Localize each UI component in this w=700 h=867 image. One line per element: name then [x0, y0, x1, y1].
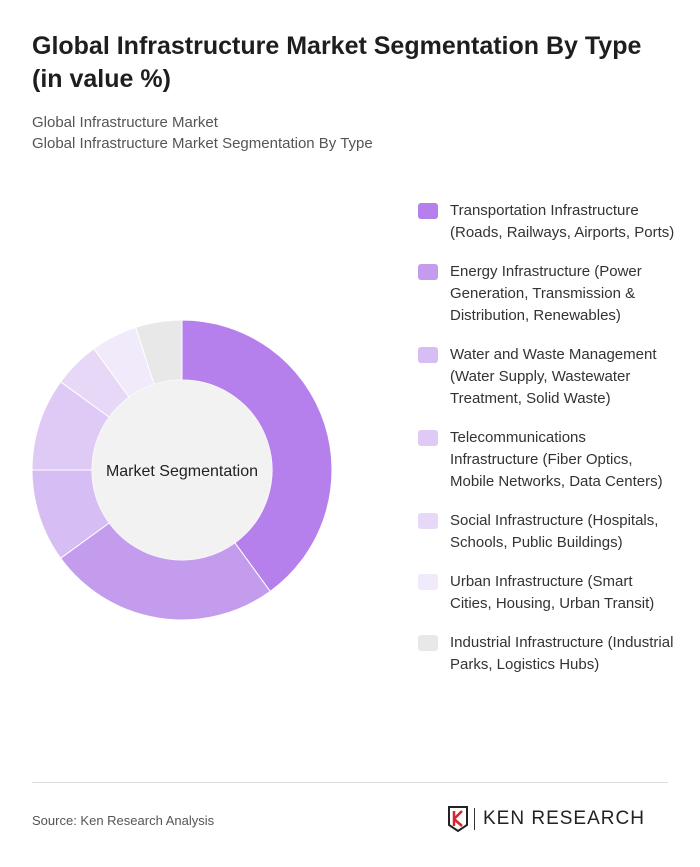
legend-item: Energy Infrastructure (Power Generation,… — [418, 261, 678, 327]
legend-item: Transportation Infrastructure (Roads, Ra… — [418, 200, 678, 244]
legend-item: Social Infrastructure (Hospitals, School… — [418, 510, 678, 554]
legend-label: Telecommunications Infrastructure (Fiber… — [450, 429, 663, 490]
page-title: Global Infrastructure Market Segmentatio… — [32, 32, 642, 93]
legend-item: Water and Waste Management (Water Supply… — [418, 344, 678, 410]
donut-chart: Market Segmentation — [31, 319, 333, 621]
source-note: Source: Ken Research Analysis — [32, 813, 215, 828]
legend-item: Industrial Infrastructure (Industrial Pa… — [418, 632, 678, 676]
legend-swatch — [418, 430, 438, 446]
subtitle: Global Infrastructure Market — [32, 114, 218, 131]
legend-label: Energy Infrastructure (Power Generation,… — [450, 263, 642, 324]
subtitle-2: Global Infrastructure Market Segmentatio… — [32, 135, 373, 152]
legend-swatch — [418, 513, 438, 529]
legend-label: Social Infrastructure (Hospitals, School… — [450, 512, 659, 551]
legend-item: Urban Infrastructure (Smart Cities, Hous… — [418, 571, 678, 615]
legend-swatch — [418, 264, 438, 280]
logo-mark-icon — [448, 806, 468, 832]
legend-label: Urban Infrastructure (Smart Cities, Hous… — [450, 573, 655, 612]
ken-research-logo: KEN RESEARCH — [448, 806, 645, 832]
legend-label: Water and Waste Management (Water Supply… — [450, 346, 657, 407]
donut-slice — [181, 319, 333, 593]
legend-swatch — [418, 635, 438, 651]
legend: Transportation Infrastructure (Roads, Ra… — [418, 200, 678, 693]
center-label: Market Segmentation — [106, 463, 258, 480]
divider — [32, 782, 668, 783]
legend-label: Industrial Infrastructure (Industrial Pa… — [450, 634, 674, 673]
legend-swatch — [418, 574, 438, 590]
logo-divider — [474, 808, 475, 830]
legend-swatch — [418, 203, 438, 219]
donut-slice — [59, 522, 271, 621]
donut-center — [92, 380, 272, 560]
legend-swatch — [418, 347, 438, 363]
legend-label: Transportation Infrastructure (Roads, Ra… — [450, 202, 675, 241]
logo-text: KEN RESEARCH — [483, 808, 645, 829]
legend-item: Telecommunications Infrastructure (Fiber… — [418, 427, 678, 493]
